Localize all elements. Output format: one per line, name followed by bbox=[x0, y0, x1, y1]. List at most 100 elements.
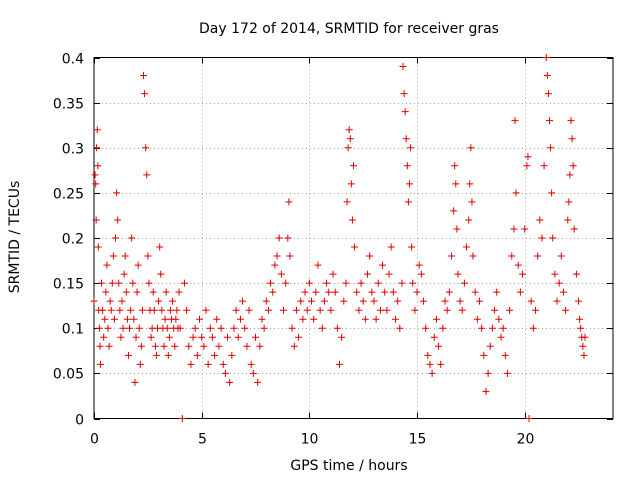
data-point-marker bbox=[100, 333, 108, 341]
data-point-marker bbox=[221, 369, 229, 377]
data-point-marker bbox=[411, 306, 419, 314]
x-axis-label: GPS time / hours bbox=[290, 458, 407, 474]
data-point-marker bbox=[394, 297, 402, 305]
data-point-marker bbox=[579, 342, 587, 350]
data-point-marker bbox=[473, 315, 481, 323]
data-point-marker bbox=[113, 189, 121, 197]
data-point-marker bbox=[456, 297, 464, 305]
data-point-marker bbox=[208, 333, 216, 341]
data-point-marker bbox=[135, 324, 143, 332]
data-point-marker bbox=[239, 297, 247, 305]
data-point-marker bbox=[343, 198, 351, 206]
data-point-marker bbox=[347, 180, 355, 188]
data-point-marker bbox=[299, 315, 307, 323]
plot-frame bbox=[93, 57, 614, 419]
data-point-marker bbox=[516, 288, 524, 296]
data-point-marker bbox=[234, 333, 242, 341]
data-point-marker bbox=[164, 351, 172, 359]
data-point-marker bbox=[572, 270, 580, 278]
axis-ticks bbox=[94, 57, 613, 420]
data-point-marker bbox=[175, 288, 183, 296]
data-point-marker bbox=[569, 162, 577, 170]
data-point-marker bbox=[243, 342, 251, 350]
data-point-marker bbox=[98, 279, 106, 287]
data-point-marker bbox=[493, 288, 501, 296]
data-point-marker bbox=[570, 225, 578, 233]
data-point-marker bbox=[419, 297, 427, 305]
data-point-marker bbox=[499, 324, 507, 332]
data-point-marker bbox=[402, 135, 410, 143]
data-point-marker bbox=[466, 180, 474, 188]
data-point-marker bbox=[389, 288, 397, 296]
data-point-marker bbox=[140, 72, 148, 80]
data-point-marker bbox=[145, 279, 153, 287]
data-point-marker bbox=[486, 342, 494, 350]
data-point-marker bbox=[548, 189, 556, 197]
data-point-marker bbox=[93, 126, 101, 134]
data-point-marker bbox=[213, 315, 221, 323]
data-point-marker bbox=[576, 315, 584, 323]
data-point-marker bbox=[336, 360, 344, 368]
x-tick-label: 20 bbox=[517, 432, 535, 448]
data-point-marker bbox=[454, 270, 462, 278]
data-point-marker bbox=[297, 297, 305, 305]
data-point-marker bbox=[241, 324, 249, 332]
data-point-marker bbox=[256, 342, 264, 350]
data-point-marker bbox=[475, 297, 483, 305]
data-point-marker bbox=[288, 324, 296, 332]
data-point-marker bbox=[161, 315, 169, 323]
data-point-marker bbox=[269, 288, 277, 296]
data-point-marker bbox=[331, 288, 339, 296]
data-point-marker bbox=[254, 378, 262, 386]
data-point-marker bbox=[151, 342, 159, 350]
data-point-marker bbox=[160, 342, 168, 350]
data-point-marker bbox=[348, 216, 356, 224]
data-point-marker bbox=[112, 234, 120, 242]
data-point-marker bbox=[401, 108, 409, 116]
data-point-marker bbox=[176, 324, 184, 332]
data-point-marker bbox=[124, 351, 132, 359]
data-point-marker bbox=[432, 315, 440, 323]
data-point-marker bbox=[169, 297, 177, 305]
data-point-marker bbox=[471, 288, 479, 296]
data-point-marker bbox=[409, 279, 417, 287]
data-point-marker bbox=[123, 315, 131, 323]
data-point-marker bbox=[555, 279, 563, 287]
data-point-marker bbox=[127, 306, 135, 314]
data-point-marker bbox=[325, 288, 333, 296]
data-point-marker bbox=[150, 306, 158, 314]
data-point-marker bbox=[267, 279, 275, 287]
data-point-marker bbox=[141, 90, 149, 98]
data-point-marker bbox=[295, 333, 303, 341]
y-axis-label: SRMTID / TECUs bbox=[7, 181, 23, 294]
data-point-marker bbox=[408, 243, 416, 251]
data-point-marker bbox=[534, 252, 542, 260]
data-point-marker bbox=[178, 415, 186, 422]
data-point-marker bbox=[187, 360, 195, 368]
data-point-marker bbox=[551, 270, 559, 278]
data-point-marker bbox=[96, 360, 104, 368]
data-point-marker bbox=[430, 333, 438, 341]
data-point-marker bbox=[142, 144, 150, 152]
data-point-marker bbox=[542, 54, 550, 61]
data-point-marker bbox=[144, 252, 152, 260]
data-point-marker bbox=[126, 324, 134, 332]
data-point-marker bbox=[271, 261, 279, 269]
data-point-marker bbox=[93, 144, 101, 152]
data-point-marker bbox=[538, 234, 546, 242]
data-point-marker bbox=[226, 378, 234, 386]
data-point-marker bbox=[540, 162, 548, 170]
data-point-marker bbox=[314, 261, 322, 269]
data-point-marker bbox=[193, 351, 201, 359]
data-point-marker bbox=[514, 261, 522, 269]
data-point-marker bbox=[374, 279, 382, 287]
data-point-marker bbox=[152, 351, 160, 359]
x-tick-label: 0 bbox=[90, 432, 99, 448]
y-tick-label: 0.3 bbox=[62, 142, 84, 158]
data-point-marker bbox=[189, 333, 197, 341]
x-tick-label: 15 bbox=[409, 432, 427, 448]
data-point-marker bbox=[404, 198, 412, 206]
data-point-marker bbox=[323, 279, 331, 287]
data-point-marker bbox=[575, 297, 583, 305]
data-point-marker bbox=[211, 351, 219, 359]
